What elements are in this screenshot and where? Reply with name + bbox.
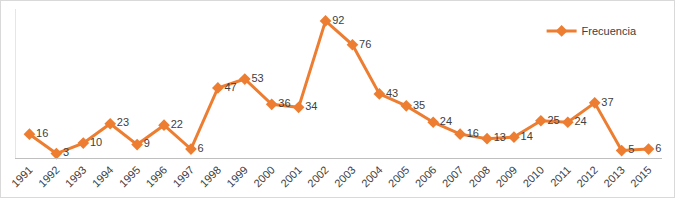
svg-text:47: 47 (225, 81, 237, 93)
svg-text:1995: 1995 (117, 164, 143, 190)
svg-text:3: 3 (63, 146, 69, 158)
svg-text:2011: 2011 (548, 164, 573, 189)
svg-text:22: 22 (171, 118, 183, 130)
svg-text:23: 23 (117, 116, 129, 128)
svg-text:2007: 2007 (440, 164, 466, 190)
svg-text:6: 6 (655, 142, 661, 154)
svg-text:2009: 2009 (493, 164, 519, 190)
svg-text:2006: 2006 (413, 164, 439, 190)
svg-text:2000: 2000 (251, 164, 277, 190)
svg-text:37: 37 (601, 96, 613, 108)
svg-text:43: 43 (386, 87, 398, 99)
svg-text:2008: 2008 (467, 164, 493, 190)
svg-text:2005: 2005 (386, 164, 412, 190)
svg-text:34: 34 (305, 100, 317, 112)
svg-text:1999: 1999 (224, 164, 250, 190)
svg-text:16: 16 (36, 127, 48, 139)
svg-text:76: 76 (359, 38, 371, 50)
svg-text:24: 24 (574, 115, 586, 127)
svg-text:2004: 2004 (359, 164, 385, 190)
svg-text:2012: 2012 (574, 164, 600, 190)
svg-text:35: 35 (413, 99, 425, 111)
svg-text:2003: 2003 (332, 164, 358, 190)
svg-text:1991: 1991 (9, 164, 35, 190)
svg-text:2002: 2002 (305, 164, 331, 190)
svg-text:53: 53 (251, 72, 263, 84)
svg-text:6: 6 (198, 142, 204, 154)
svg-text:Frecuencia: Frecuencia (582, 25, 637, 37)
svg-text:25: 25 (548, 114, 560, 126)
svg-text:2015: 2015 (628, 164, 654, 190)
svg-text:9: 9 (144, 137, 150, 149)
svg-text:2010: 2010 (520, 164, 546, 190)
svg-text:92: 92 (332, 14, 344, 26)
svg-text:16: 16 (467, 127, 479, 139)
svg-text:1997: 1997 (170, 164, 196, 190)
svg-text:2001: 2001 (278, 164, 304, 190)
svg-text:1996: 1996 (144, 164, 170, 190)
svg-text:13: 13 (494, 131, 506, 143)
svg-text:24: 24 (440, 115, 452, 127)
svg-text:10: 10 (90, 136, 102, 148)
svg-text:1998: 1998 (197, 164, 223, 190)
svg-text:14: 14 (521, 130, 533, 142)
svg-text:2013: 2013 (601, 164, 627, 190)
svg-text:36: 36 (278, 97, 290, 109)
svg-text:1992: 1992 (36, 164, 62, 190)
svg-text:1994: 1994 (90, 164, 116, 190)
svg-text:5: 5 (628, 143, 634, 155)
svg-text:1993: 1993 (63, 164, 89, 190)
